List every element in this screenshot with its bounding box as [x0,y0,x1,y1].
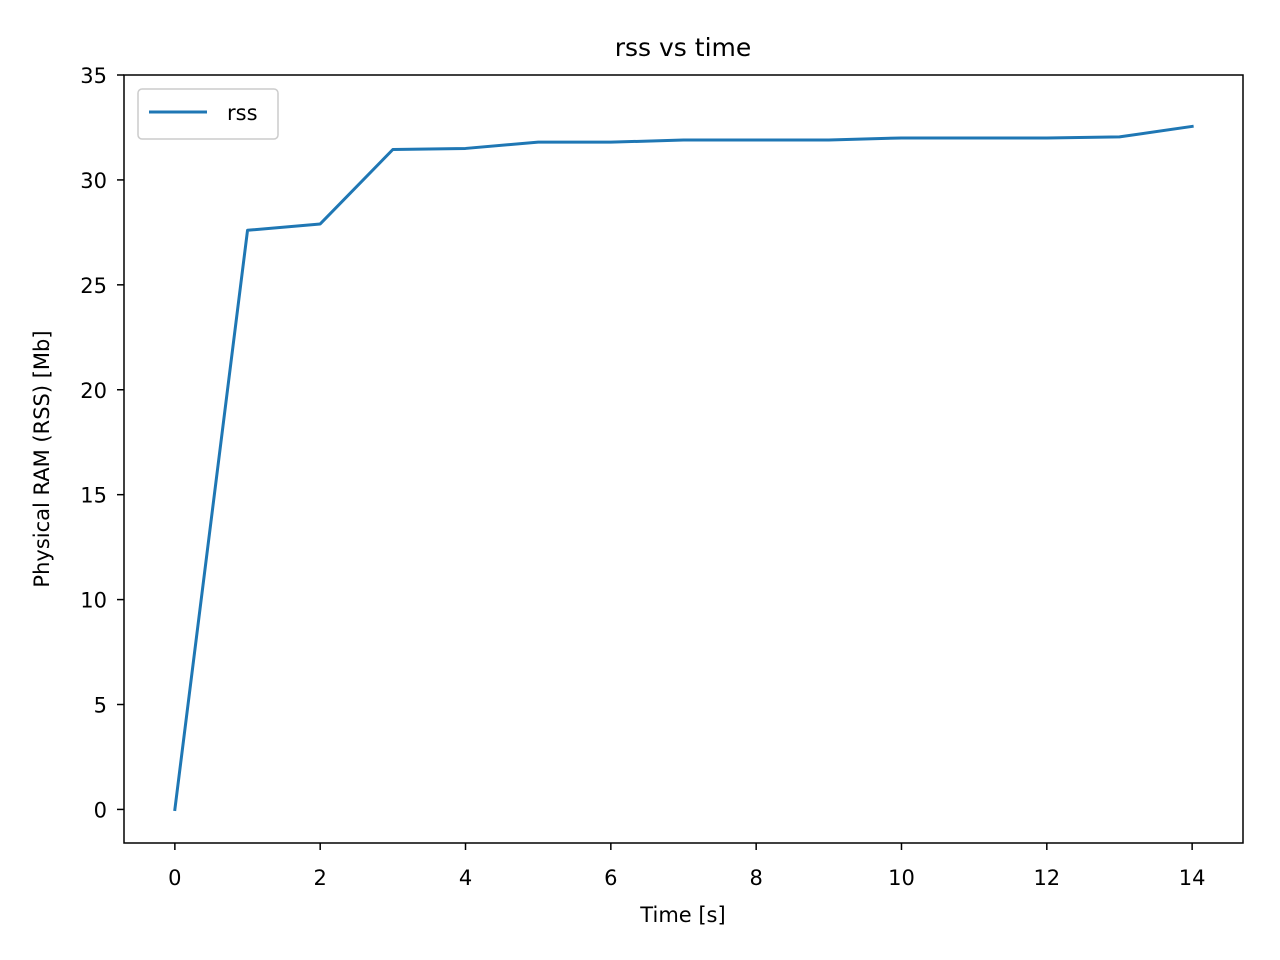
x-tick-label: 12 [1033,866,1060,890]
legend-label: rss [227,101,258,125]
x-tick-label: 2 [314,866,327,890]
x-tick-label: 14 [1179,866,1206,890]
y-axis-title: Physical RAM (RSS) [Mb] [30,330,54,587]
y-tick-label: 0 [94,798,107,822]
x-axis-title: Time [s] [639,903,725,927]
y-tick-label: 5 [94,694,107,718]
y-tick-label: 15 [80,484,107,508]
legend-box [137,88,279,140]
x-tick-label: 6 [604,866,617,890]
y-tick-label: 35 [80,64,107,88]
y-tick-label: 10 [80,589,107,613]
x-tick-label: 8 [749,866,762,890]
axes: 0 2 4 6 8 10 12 14 0 5 10 15 20 25 30 35 [80,64,1244,890]
series-line-rss [173,124,1194,812]
y-tick-label: 25 [80,274,107,298]
x-tick-label: 10 [888,866,915,890]
y-tick-label: 20 [80,379,107,403]
x-tick-label: 4 [459,866,472,890]
axes-frame [123,74,1244,844]
legend: rss [137,88,279,140]
y-tick-label: 30 [80,169,107,193]
x-tick-label: 0 [168,866,181,890]
chart-title: rss vs time [615,33,752,62]
plot-area [173,124,1194,812]
